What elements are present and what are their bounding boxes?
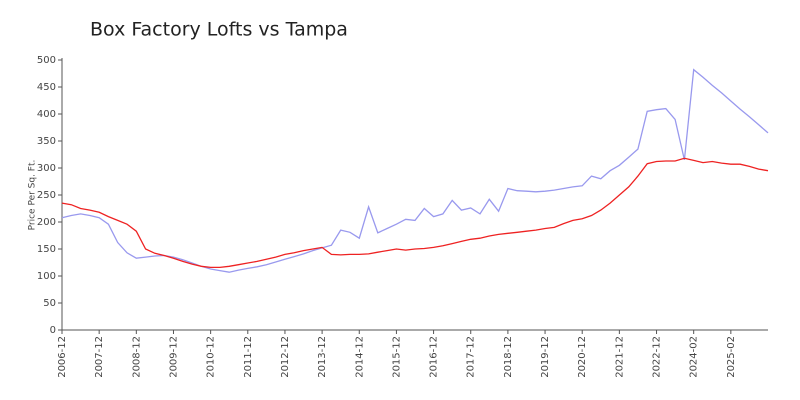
line-series bbox=[61, 68, 769, 273]
y-tick-label: 150 bbox=[37, 244, 56, 255]
x-tick-label: 2013-12 bbox=[317, 336, 328, 378]
x-tick-label: 2021-12 bbox=[614, 336, 625, 378]
x-tick-label: 2012-12 bbox=[280, 336, 291, 378]
x-tick-label: 2020-12 bbox=[577, 336, 588, 378]
x-tick-label: 2008-12 bbox=[131, 336, 142, 378]
x-tick-label: 2017-12 bbox=[466, 336, 477, 378]
y-tick-label: 450 bbox=[37, 82, 56, 93]
x-tick-label: 2011-12 bbox=[243, 336, 254, 378]
y-tick-label: 0 bbox=[50, 325, 56, 336]
x-tick-label: 2018-12 bbox=[503, 336, 514, 378]
x-tick-label: 2015-12 bbox=[391, 336, 402, 378]
chart-title: Box Factory Lofts vs Tampa bbox=[90, 19, 348, 41]
y-tick-label: 300 bbox=[37, 163, 56, 174]
x-tick-label: 2022-12 bbox=[652, 336, 663, 378]
y-axis-label: Price Per Sq. Ft. bbox=[28, 160, 38, 231]
x-tick-label: 2010-12 bbox=[206, 336, 217, 378]
x-tick-label: 2014-12 bbox=[354, 336, 365, 378]
y-tick-label: 100 bbox=[37, 271, 56, 282]
x-tick-label: 2006-12 bbox=[57, 336, 68, 378]
line-series bbox=[61, 157, 769, 269]
x-tick-label: 2024-02 bbox=[689, 336, 700, 378]
x-tick-label: 2025-02 bbox=[726, 336, 737, 378]
y-tick-label: 50 bbox=[43, 298, 56, 309]
y-tick-label: 350 bbox=[37, 136, 56, 147]
y-tick-label: 200 bbox=[37, 217, 56, 228]
x-tick-label: 2009-12 bbox=[168, 336, 179, 378]
y-tick-label: 500 bbox=[37, 55, 56, 66]
x-tick-label: 2007-12 bbox=[94, 336, 105, 378]
x-tick-label: 2019-12 bbox=[540, 336, 551, 378]
y-tick-label: 400 bbox=[37, 109, 56, 120]
x-tick-label: 2016-12 bbox=[429, 336, 440, 378]
y-tick-label: 250 bbox=[37, 190, 56, 201]
